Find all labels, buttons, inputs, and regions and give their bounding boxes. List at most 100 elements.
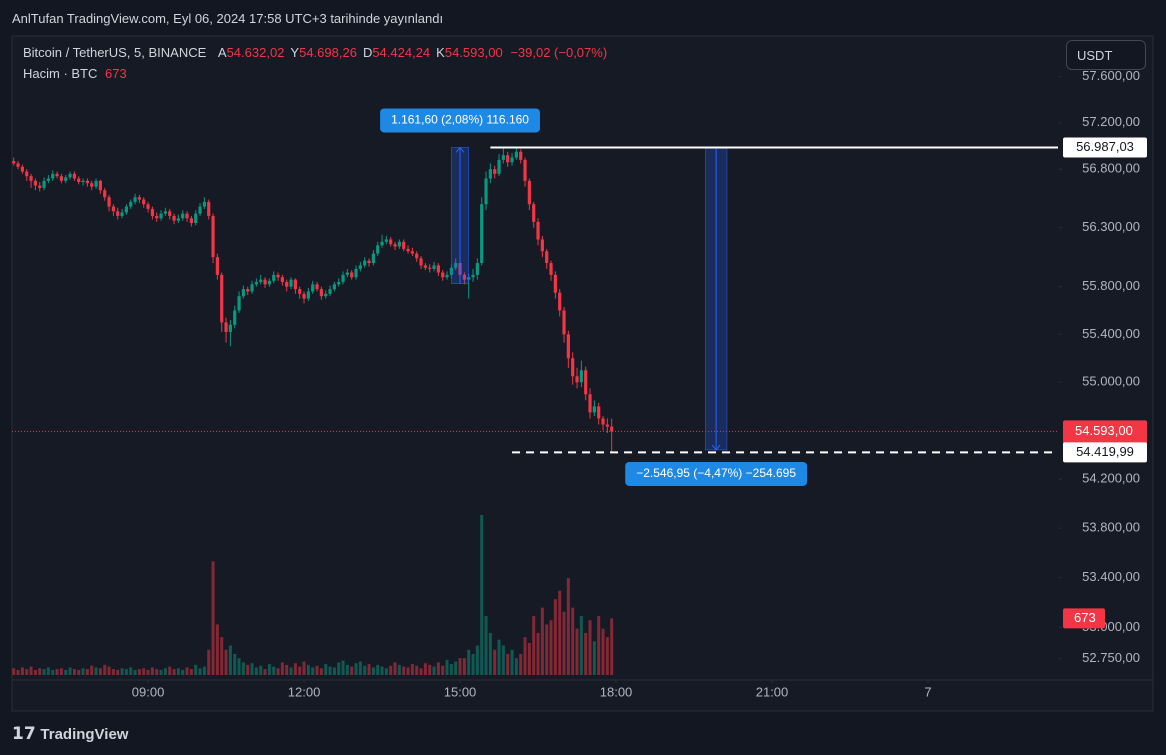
candle-body: [259, 279, 263, 282]
y-tick-label: 55.000,00: [1082, 374, 1140, 389]
volume-bar: [514, 658, 518, 675]
candle-body: [341, 274, 345, 282]
volume-bar: [410, 664, 414, 675]
volume-bar: [233, 653, 237, 675]
volume-bar: [194, 664, 198, 675]
volume-bar: [540, 607, 544, 675]
measure-label-bg: [380, 108, 540, 133]
candle-body: [198, 206, 202, 214]
volume-label-bg: [1063, 608, 1105, 629]
volume-bar: [211, 561, 215, 675]
y-tick-label: 53.800,00: [1082, 520, 1140, 535]
candle-body: [432, 265, 436, 269]
volume-bar: [129, 667, 133, 675]
candle-body: [311, 284, 315, 292]
legend-key: A: [217, 45, 227, 60]
candle-body: [454, 263, 458, 268]
volume-bar: [415, 665, 419, 675]
candle-body: [185, 213, 189, 219]
candle-body: [298, 289, 302, 294]
candle-body: [354, 268, 358, 278]
candle-body: [436, 265, 440, 273]
candle-body: [475, 263, 479, 275]
volume-bar: [558, 590, 562, 675]
legend-key: K: [436, 45, 445, 60]
volume-bar: [406, 667, 410, 675]
volume-bar: [168, 666, 172, 675]
y-tick-label: 57.600,00: [1082, 68, 1140, 83]
x-tick-label: 15:00: [444, 684, 477, 699]
volume-bar: [246, 664, 250, 675]
candle-body: [506, 155, 510, 163]
volume-bar: [241, 662, 245, 675]
price-label-bg: [1063, 137, 1147, 158]
candle-body: [254, 281, 258, 285]
candle-body: [306, 291, 310, 299]
candle-body: [471, 274, 475, 278]
candle-body: [38, 185, 42, 188]
volume-bar: [480, 515, 484, 675]
candle-body: [493, 169, 497, 174]
legend-value: 54.632,02: [226, 45, 285, 60]
volume-bar: [220, 637, 224, 675]
volume-bar: [215, 624, 219, 675]
price-label: 56.987,03: [1076, 139, 1134, 154]
candle-body: [384, 239, 388, 242]
candle-body: [445, 274, 449, 278]
candle-body: [233, 310, 237, 325]
volume-bar: [51, 669, 55, 675]
measure-arrow-head: [711, 444, 721, 451]
candle-body: [176, 218, 180, 221]
candle-body: [562, 310, 566, 335]
change: −39,02 (−0,07%): [510, 45, 608, 60]
currency-button[interactable]: USDT: [1066, 40, 1146, 70]
volume-bar: [163, 668, 167, 675]
measure-label: 1.161,60 (2,08%) 116.160: [391, 113, 529, 127]
candle-body: [272, 274, 276, 281]
volume-bar: [324, 664, 328, 675]
candle-body: [558, 292, 562, 311]
volume-bar: [94, 667, 98, 675]
volume-bar: [376, 664, 380, 675]
volume-bar: [423, 663, 427, 675]
candle-body: [376, 245, 380, 254]
volume-bar: [354, 663, 358, 675]
volume-bar: [449, 664, 453, 675]
candle-body: [575, 376, 579, 383]
volume-bar: [124, 669, 128, 675]
candle-body: [168, 211, 172, 216]
measure-label-bg: [625, 461, 808, 486]
volume-bar: [371, 667, 375, 675]
volume-bar: [471, 653, 475, 675]
candle-body: [332, 284, 336, 290]
ohlc: A54.632,02 Y54.698,26 D54.424,24 K54.593,00: [210, 45, 503, 60]
volume-bar: [263, 669, 267, 675]
candle-body: [81, 180, 85, 183]
volume-bar: [488, 632, 492, 675]
volume-bar: [12, 668, 16, 675]
candle-body: [441, 272, 445, 278]
volume-bar: [133, 669, 137, 675]
volume-bar: [189, 669, 193, 675]
candle-body: [428, 267, 432, 269]
candle-body: [77, 178, 81, 183]
candle-body: [215, 257, 219, 275]
candle-body: [285, 281, 289, 287]
candle-body: [241, 289, 245, 297]
volume-value: 673: [105, 66, 127, 81]
candle-body: [85, 180, 89, 184]
candle-body: [393, 244, 397, 247]
candle-body: [16, 163, 20, 167]
volume-bar: [59, 668, 63, 675]
volume-bar: [575, 628, 579, 675]
volume-bar: [185, 667, 189, 675]
y-tick-label: 54.200,00: [1082, 471, 1140, 486]
volume-bar: [584, 632, 588, 675]
candle-body: [328, 289, 332, 294]
legend-value: 54.593,00: [444, 45, 503, 60]
candle-body: [72, 173, 76, 179]
volume-bar: [311, 667, 315, 675]
legend-key: Y: [290, 45, 300, 60]
volume-bar: [328, 666, 332, 675]
